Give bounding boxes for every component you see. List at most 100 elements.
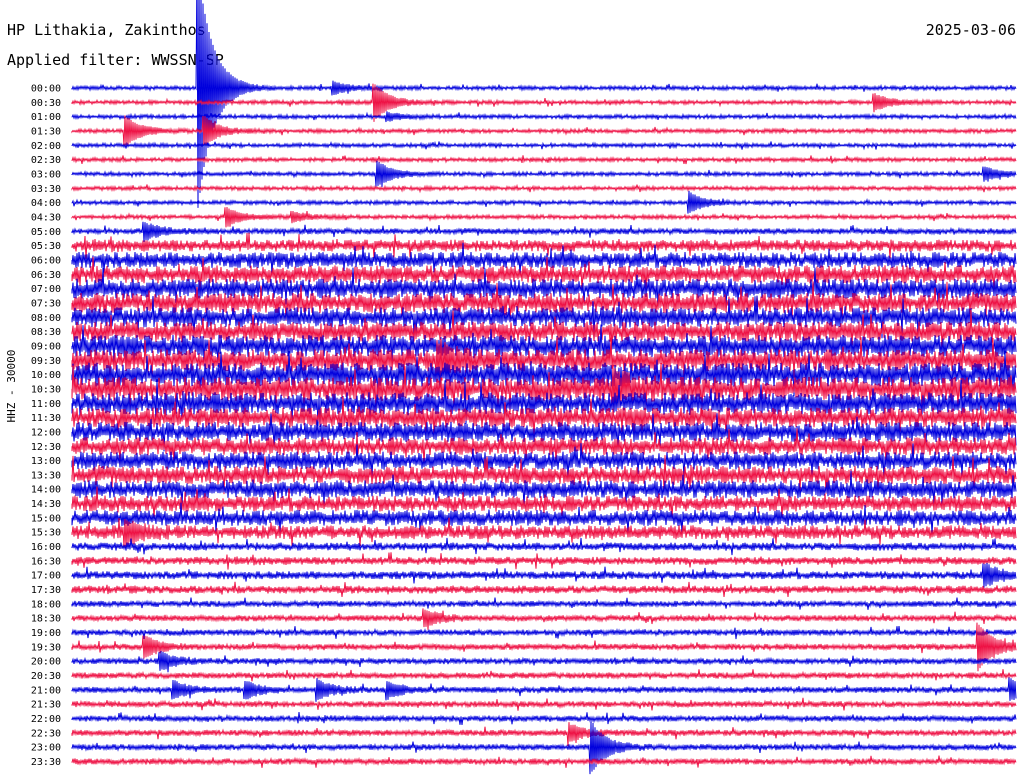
trace-line [71, 721, 1017, 775]
time-tick-label: 11:30 [31, 413, 61, 424]
trace-line [71, 669, 1017, 682]
trace-line [71, 295, 1017, 340]
trace-line [71, 650, 1017, 673]
time-tick-label: 16:00 [31, 542, 61, 553]
time-tick-label: 03:00 [31, 169, 61, 180]
trace-line [71, 350, 1017, 400]
trace-line [71, 256, 1017, 294]
trace-line [71, 552, 1017, 570]
time-tick-label: 13:30 [31, 470, 61, 481]
trace-line [71, 428, 1017, 466]
trace-line [71, 111, 1017, 123]
time-tick-label: 12:30 [31, 442, 61, 453]
time-tick-label: 23:30 [31, 757, 61, 768]
time-tick-label: 21:00 [31, 685, 61, 696]
time-tick-label: 10:00 [31, 370, 61, 381]
trace-line [71, 324, 1017, 367]
filter-label: Applied filter: WWSSN-SP [7, 51, 224, 69]
trace-line [71, 626, 1017, 640]
time-tick-label: 11:00 [31, 399, 61, 410]
trace-line [71, 502, 1017, 535]
time-tick-label: 22:30 [31, 728, 61, 739]
trace-line [71, 155, 1017, 165]
trace-line [71, 413, 1017, 452]
time-tick-label: 14:00 [31, 485, 61, 496]
trace-line [71, 337, 1017, 383]
trace-line [71, 267, 1017, 309]
time-tick-label: 05:00 [31, 227, 61, 238]
time-tick-label: 08:30 [31, 327, 61, 338]
time-tick-label: 18:00 [31, 599, 61, 610]
time-tick-label: 09:30 [31, 356, 61, 367]
trace-line [71, 206, 1017, 228]
trace-line [71, 517, 1017, 549]
trace-line [71, 697, 1017, 711]
trace-line [71, 0, 1017, 208]
trace-line [71, 677, 1017, 702]
trace-line [71, 396, 1017, 440]
trace-line [71, 190, 1017, 214]
time-tick-label: 06:30 [31, 270, 61, 281]
time-tick-label: 04:00 [31, 198, 61, 209]
time-tick-label: 08:00 [31, 313, 61, 324]
time-tick-label: 18:30 [31, 614, 61, 625]
trace-line [71, 711, 1017, 726]
trace-line [71, 486, 1017, 520]
time-tick-label: 15:30 [31, 528, 61, 539]
time-tick-label: 16:30 [31, 556, 61, 567]
trace-line [71, 722, 1017, 747]
time-tick-label: 09:00 [31, 341, 61, 352]
time-tick-label: 02:00 [31, 141, 61, 152]
time-tick-label: 07:30 [31, 298, 61, 309]
time-tick-label: 14:30 [31, 499, 61, 510]
trace-line [71, 115, 1017, 146]
time-tick-label: 06:00 [31, 255, 61, 266]
time-tick-label: 19:00 [31, 628, 61, 639]
station-title: HP Lithakia, Zakinthos [7, 21, 206, 39]
trace-line [71, 183, 1017, 194]
trace-line [71, 281, 1017, 323]
time-tick-label: 02:30 [31, 155, 61, 166]
time-tick-label: 17:30 [31, 585, 61, 596]
time-tick-label: 21:30 [31, 700, 61, 711]
time-tick-label: 17:00 [31, 571, 61, 582]
time-tick-label: 04:30 [31, 212, 61, 223]
trace-line [71, 622, 1017, 672]
trace-line [71, 443, 1017, 481]
time-tick-label: 00:30 [31, 98, 61, 109]
trace-line [71, 232, 1017, 259]
time-tick-label: 19:30 [31, 642, 61, 653]
time-tick-label: 00:00 [31, 84, 61, 95]
trace-line [71, 581, 1017, 598]
trace-line [71, 755, 1017, 768]
trace-line [71, 310, 1017, 353]
time-tick-label: 10:30 [31, 384, 61, 395]
time-tick-label: 01:00 [31, 112, 61, 123]
time-tick-label: 23:00 [31, 743, 61, 754]
trace-line [71, 362, 1017, 415]
trace-line [71, 537, 1017, 556]
trace-line [71, 470, 1017, 509]
time-tick-label: 20:30 [31, 671, 61, 682]
time-tick-label: 01:30 [31, 126, 61, 137]
time-tick-label: 07:00 [31, 284, 61, 295]
trace-line [71, 83, 1017, 122]
trace-line [71, 160, 1017, 187]
date-label: 2025-03-06 [925, 21, 1016, 39]
time-tick-label: 22:00 [31, 714, 61, 725]
trace-line [71, 608, 1017, 630]
trace-line [71, 562, 1017, 588]
time-tick-label: 20:00 [31, 657, 61, 668]
time-tick-label: 05:30 [31, 241, 61, 252]
trace-line [71, 597, 1017, 610]
time-tick-label: 15:00 [31, 513, 61, 524]
trace-line [71, 242, 1017, 277]
trace-line [71, 140, 1017, 151]
time-tick-label: 13:00 [31, 456, 61, 467]
trace-line [71, 221, 1017, 242]
trace-line [71, 379, 1017, 428]
time-tick-label: 12:00 [31, 427, 61, 438]
trace-line [71, 455, 1017, 495]
time-tick-label: 03:30 [31, 184, 61, 195]
